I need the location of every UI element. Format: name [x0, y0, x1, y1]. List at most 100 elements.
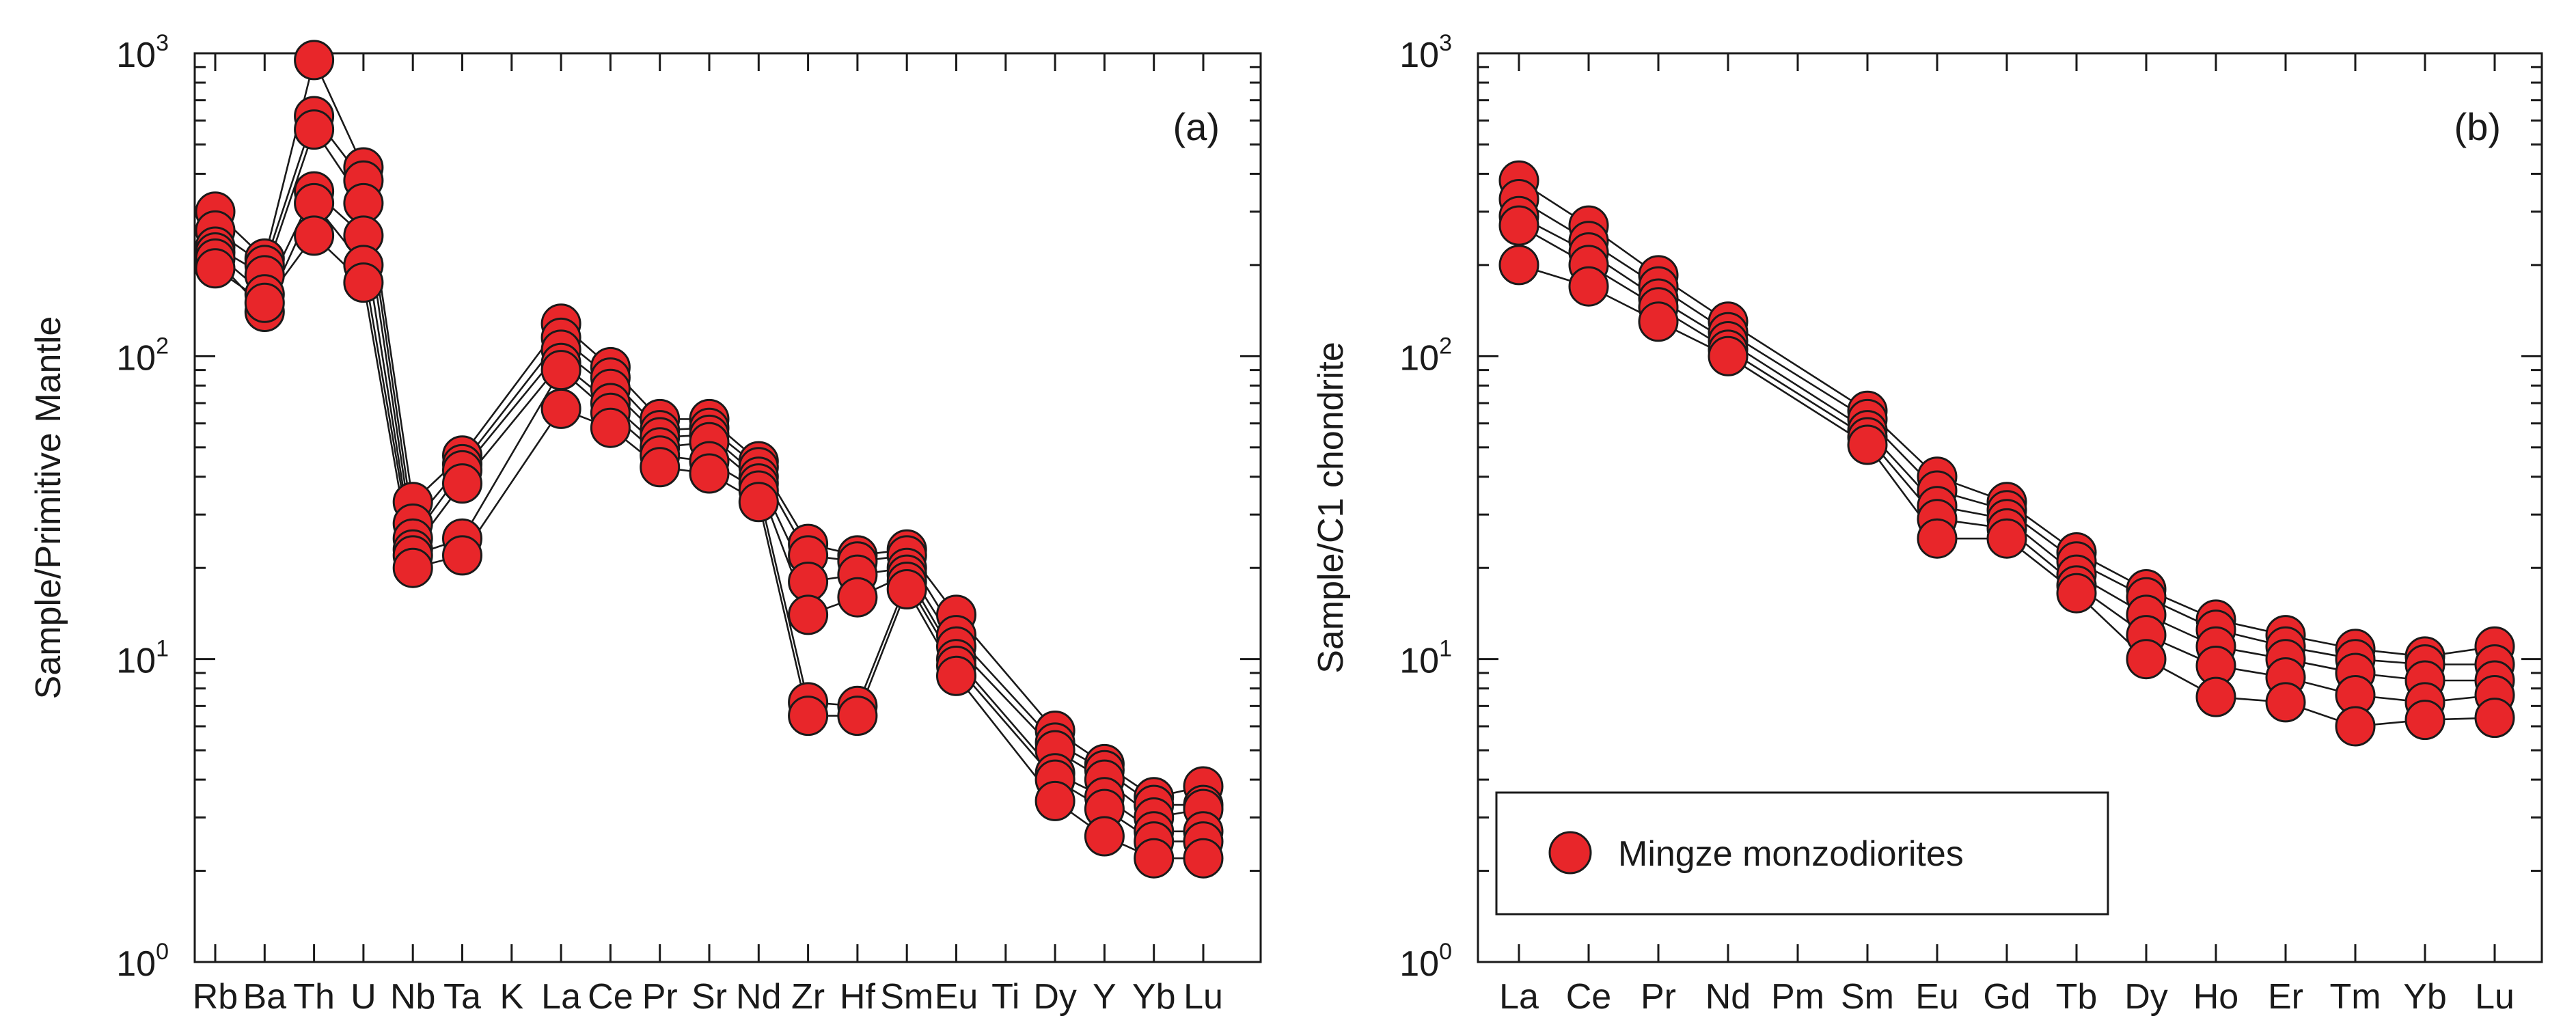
b-data-point-nd-s5: [1708, 335, 1749, 376]
panel-a-y-axis-title: Sample/Primitive Mantle: [29, 316, 68, 700]
b-data-point-eu-s5: [1917, 518, 1958, 559]
b-x-tick-label-er: Er: [2268, 977, 2303, 1017]
a-x-tick-label-th: Th: [293, 977, 335, 1017]
legend-box: [1495, 791, 2109, 916]
b-data-point-ce-s5: [1568, 266, 1609, 307]
a-data-point-sm-s6: [886, 569, 927, 609]
a-x-tick-label-ti: Ti: [991, 977, 1019, 1017]
panel-a-y-tick-labels: 100 101 102 103: [116, 30, 169, 984]
a-data-point-y-s6: [1084, 816, 1125, 857]
a-x-tick-label-dy: Dy: [1033, 977, 1077, 1017]
panel-b-data-points: [1498, 160, 2515, 747]
a-data-point-ba-s6: [244, 282, 285, 323]
a-data-point-hf-s6: [837, 696, 878, 737]
b-data-point-pr-s5: [1638, 301, 1679, 342]
panel-a-tick-marks: [195, 52, 1261, 963]
b-x-tick-label-pr: Pr: [1641, 977, 1676, 1017]
a-x-tick-label-sm: Sm: [880, 977, 933, 1017]
b-y-tick-label: 101: [1399, 636, 1452, 681]
a-x-tick-label-hf: Hf: [840, 977, 876, 1017]
panel-a-data-points: [195, 40, 1224, 879]
b-x-tick-label-gd: Gd: [1983, 977, 2030, 1017]
a-x-tick-label-lu: Lu: [1183, 977, 1223, 1017]
b-data-point-yb-s5: [2404, 700, 2445, 741]
a-y-tick-label: 102: [116, 333, 169, 378]
a-y-tick-label: 101: [116, 636, 169, 681]
panel-b-label: (b): [2454, 105, 2501, 148]
panel-b-y-tick-labels: 100 101 102 103: [1399, 30, 1452, 984]
b-data-point-tm-s5: [2335, 706, 2376, 747]
a-data-point-lu-s6: [1183, 838, 1224, 879]
b-data-point-sm-s5: [1847, 424, 1888, 465]
panel-b-chondrite-diagram: La Ce Pr Nd Pm Sm Eu Gd Tb Dy Ho Er Tm Yb Lu 100 101 102…: [1311, 30, 2543, 1017]
panel-a-x-tick-labels: Rb Ba Th U Nb Ta K La Ce Pr Sr Nd Zr Hf Sm Eu Ti Dy Y Yb Lu: [193, 977, 1223, 1017]
b-y-tick-label: 102: [1399, 333, 1452, 378]
b-x-tick-label-tb: Tb: [2056, 977, 2098, 1017]
a-data-point-la-s5: [540, 350, 581, 391]
b-y-tick-label: 103: [1399, 30, 1452, 75]
a-data-point-dy-s6: [1034, 780, 1075, 821]
a-data-point-nd-s6: [738, 482, 779, 523]
a-data-point-zr-s6: [788, 696, 829, 737]
a-x-tick-label-rb: Rb: [193, 977, 238, 1017]
a-data-point-zr-s4: [788, 594, 829, 635]
a-x-tick-label-yb: Yb: [1132, 977, 1176, 1017]
a-x-tick-label-ta: Ta: [443, 977, 481, 1017]
a-data-point-nb-s6: [392, 547, 433, 588]
b-x-tick-label-sm: Sm: [1841, 977, 1894, 1017]
b-x-tick-label-tm: Tm: [2329, 977, 2381, 1017]
a-data-point-ce-s6: [590, 407, 631, 448]
a-x-tick-label-la: La: [541, 977, 581, 1017]
a-x-tick-label-ba: Ba: [243, 977, 286, 1017]
a-data-point-yb-s6: [1134, 838, 1175, 879]
b-data-point-la-s5: [1498, 245, 1539, 286]
panel-a-spider-diagram: Rb Ba Th U Nb Ta K La Ce Pr Sr Nd Zr Hf Sm Eu Ti Dy Y Yb Lu …: [29, 30, 1262, 1017]
a-data-point-th-s1: [294, 40, 335, 81]
b-x-tick-label-dy: Dy: [2124, 977, 2168, 1017]
b-data-point-tb-s5: [2056, 573, 2097, 614]
panel-b-tick-marks: [1478, 52, 2542, 963]
b-x-tick-label-pm: Pm: [1771, 977, 1824, 1017]
a-x-tick-label-pr: Pr: [642, 977, 678, 1017]
b-data-point-ho-s5: [2195, 676, 2236, 717]
b-x-tick-label-la: La: [1499, 977, 1539, 1017]
b-x-tick-label-ho: Ho: [2193, 977, 2238, 1017]
legend: Mingze monzodiorites: [1495, 791, 2109, 916]
a-x-tick-label-u: U: [351, 977, 376, 1017]
a-data-point-th-s6: [294, 215, 335, 256]
a-data-point-sr-s6: [689, 453, 730, 494]
a-data-point-la-s6: [540, 388, 581, 429]
legend-label: Mingze monzodiorites: [1618, 834, 1964, 874]
a-x-tick-label-nd: Nd: [736, 977, 781, 1017]
a-x-tick-label-y: Y: [1093, 977, 1116, 1017]
panel-b-x-tick-labels: La Ce Pr Nd Pm Sm Eu Gd Tb Dy Ho Er Tm Yb Lu: [1499, 977, 2515, 1017]
b-x-tick-label-lu: Lu: [2475, 977, 2515, 1017]
a-data-point-u-s6: [343, 262, 384, 303]
b-y-tick-label: 100: [1399, 939, 1452, 984]
b-data-point-er-s5: [2265, 682, 2306, 723]
a-data-point-hf-s4: [837, 577, 878, 618]
b-x-tick-label-eu: Eu: [1915, 977, 1959, 1017]
b-data-point-lu-s5: [2474, 698, 2515, 739]
b-x-tick-label-yb: Yb: [2403, 977, 2447, 1017]
b-data-point-gd-s5: [1986, 518, 2027, 559]
panel-b-y-axis-title: Sample/C1 chondrite: [1311, 342, 1351, 674]
a-y-tick-label: 103: [116, 30, 169, 75]
a-data-point-th-s3: [294, 109, 335, 150]
a-x-tick-label-zr: Zr: [791, 977, 825, 1017]
a-x-tick-label-k: K: [499, 977, 523, 1017]
panel-a-label: (a): [1173, 105, 1220, 148]
b-data-point-la-s4: [1498, 205, 1539, 246]
a-x-tick-label-sr: Sr: [691, 977, 727, 1017]
a-x-tick-label-eu: Eu: [935, 977, 978, 1017]
b-x-tick-label-ce: Ce: [1566, 977, 1611, 1017]
a-data-point-ta-s6: [442, 535, 482, 576]
a-data-point-pr-s6: [640, 447, 681, 488]
a-x-tick-label-ce: Ce: [588, 977, 633, 1017]
b-x-tick-label-nd: Nd: [1705, 977, 1751, 1017]
a-y-tick-label: 100: [116, 939, 169, 984]
b-data-point-dy-s5: [2126, 639, 2167, 680]
a-data-point-rb-s6: [195, 248, 236, 289]
a-data-point-eu-s6: [936, 655, 976, 696]
